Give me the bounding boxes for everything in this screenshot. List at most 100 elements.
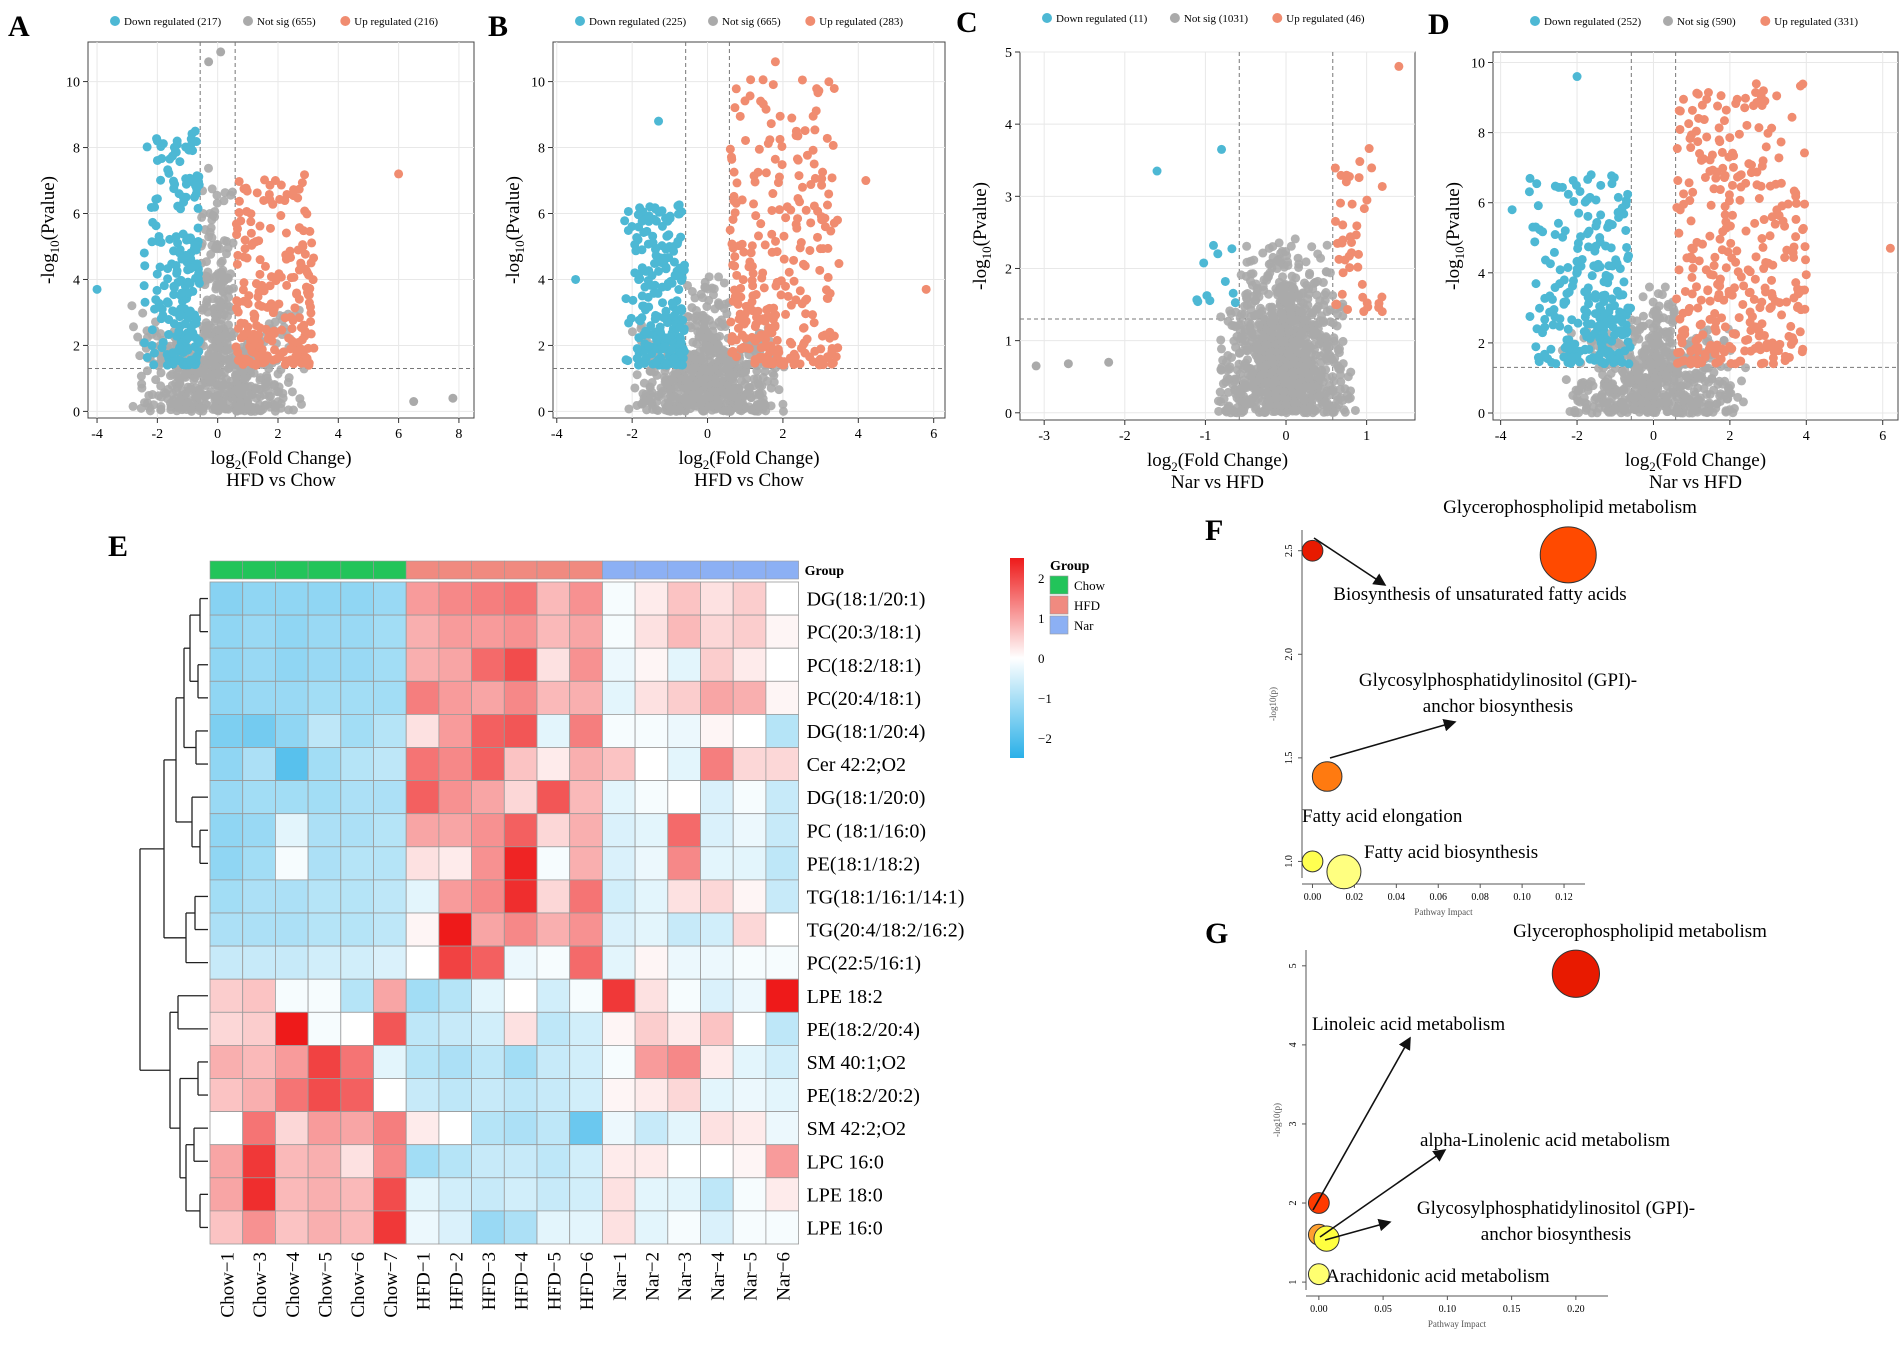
point-notsig	[1320, 290, 1330, 300]
point-notsig	[210, 403, 220, 413]
point-up	[797, 299, 807, 309]
point-notsig	[713, 340, 723, 350]
point-down	[163, 274, 173, 284]
point-notsig	[1229, 336, 1239, 346]
heatmap-cell	[667, 614, 701, 649]
point-down	[168, 348, 178, 358]
point-down	[1538, 328, 1548, 338]
point-down	[623, 356, 633, 366]
point-down	[1576, 232, 1586, 242]
point-down	[657, 221, 667, 231]
point-notsig	[214, 353, 224, 363]
heatmap-cell	[602, 680, 636, 715]
heatmap-cell	[340, 780, 374, 815]
point-notsig	[284, 373, 294, 383]
point-down	[1623, 253, 1633, 263]
heatmap-cell	[438, 879, 472, 914]
point-down	[170, 179, 180, 189]
point-notsig	[1322, 267, 1332, 277]
point-up	[784, 267, 794, 277]
point-notsig	[761, 406, 771, 416]
point-notsig	[1279, 387, 1289, 397]
point-notsig	[1707, 373, 1717, 383]
point-up	[1684, 119, 1694, 129]
point-up	[822, 200, 832, 210]
point-down	[139, 281, 149, 291]
point-up	[1672, 144, 1682, 154]
heatmap-cell	[765, 614, 800, 649]
point-up	[1674, 106, 1684, 116]
heatmap-cell	[765, 581, 800, 616]
heatmap-cell	[536, 912, 571, 947]
point-notsig	[1631, 368, 1641, 378]
point-down	[646, 280, 656, 290]
point-up	[1745, 287, 1755, 297]
y-tick-label: 5	[1005, 46, 1012, 61]
point-notsig	[1322, 307, 1332, 317]
point-notsig	[1322, 240, 1332, 250]
point-notsig	[711, 379, 721, 389]
point-notsig	[1236, 332, 1246, 342]
point-up	[1726, 358, 1736, 368]
point-up	[730, 103, 740, 113]
y-tick-label: 4	[538, 273, 545, 288]
point-notsig	[1645, 362, 1655, 372]
point-down	[1549, 305, 1559, 315]
point-notsig	[1235, 313, 1245, 323]
point-up	[1760, 283, 1770, 293]
point-notsig	[1660, 282, 1670, 292]
heatmap-cell	[242, 680, 276, 715]
heatmap-cell	[405, 813, 440, 848]
point-up	[268, 308, 278, 318]
point-down	[1596, 180, 1606, 190]
point-down	[1598, 291, 1608, 301]
point-up	[248, 333, 258, 343]
heatmap-cell	[340, 581, 374, 616]
point-notsig	[1611, 404, 1621, 414]
point-down	[1595, 262, 1605, 272]
group-bar-cell	[438, 560, 472, 580]
point-up	[827, 359, 837, 369]
point-down	[139, 338, 149, 348]
point-down	[1581, 327, 1591, 337]
point-notsig	[1267, 354, 1277, 364]
point-up	[791, 126, 801, 136]
point-down	[653, 288, 663, 298]
point-notsig	[1314, 391, 1324, 401]
point-up	[238, 285, 248, 295]
heatmap-cell	[569, 614, 603, 649]
point-down	[1531, 222, 1541, 232]
point-notsig	[696, 399, 706, 409]
point-notsig	[1256, 387, 1266, 397]
heatmap-cell	[569, 780, 603, 815]
point-up	[1727, 180, 1737, 190]
point-up	[1705, 231, 1715, 241]
group-bar-cell	[242, 560, 276, 580]
heatmap-cell	[700, 614, 734, 649]
point-down	[192, 171, 202, 181]
point-up	[1710, 252, 1720, 262]
x-tick-label: 0	[1650, 429, 1657, 444]
heatmap-cell	[340, 846, 374, 881]
point-up	[1720, 322, 1730, 332]
point-up	[775, 111, 785, 121]
point-notsig	[1296, 391, 1306, 401]
point-notsig	[1666, 326, 1676, 336]
heatmap-cell	[242, 581, 276, 616]
point-down	[152, 269, 162, 279]
point-down	[1555, 265, 1565, 275]
point-up	[294, 265, 304, 275]
y-tick-label: 8	[538, 142, 545, 157]
heatmap-cell	[405, 846, 440, 881]
point-down	[673, 236, 683, 246]
point-down	[180, 319, 190, 329]
point-notsig	[1239, 345, 1249, 355]
point-notsig	[647, 393, 657, 403]
point-up	[810, 125, 820, 135]
point-notsig	[736, 376, 746, 386]
heatmap-cell	[373, 614, 407, 649]
point-notsig	[1630, 332, 1640, 342]
point-down	[148, 217, 158, 227]
heatmap-cell	[634, 714, 669, 748]
point-up	[731, 84, 741, 94]
